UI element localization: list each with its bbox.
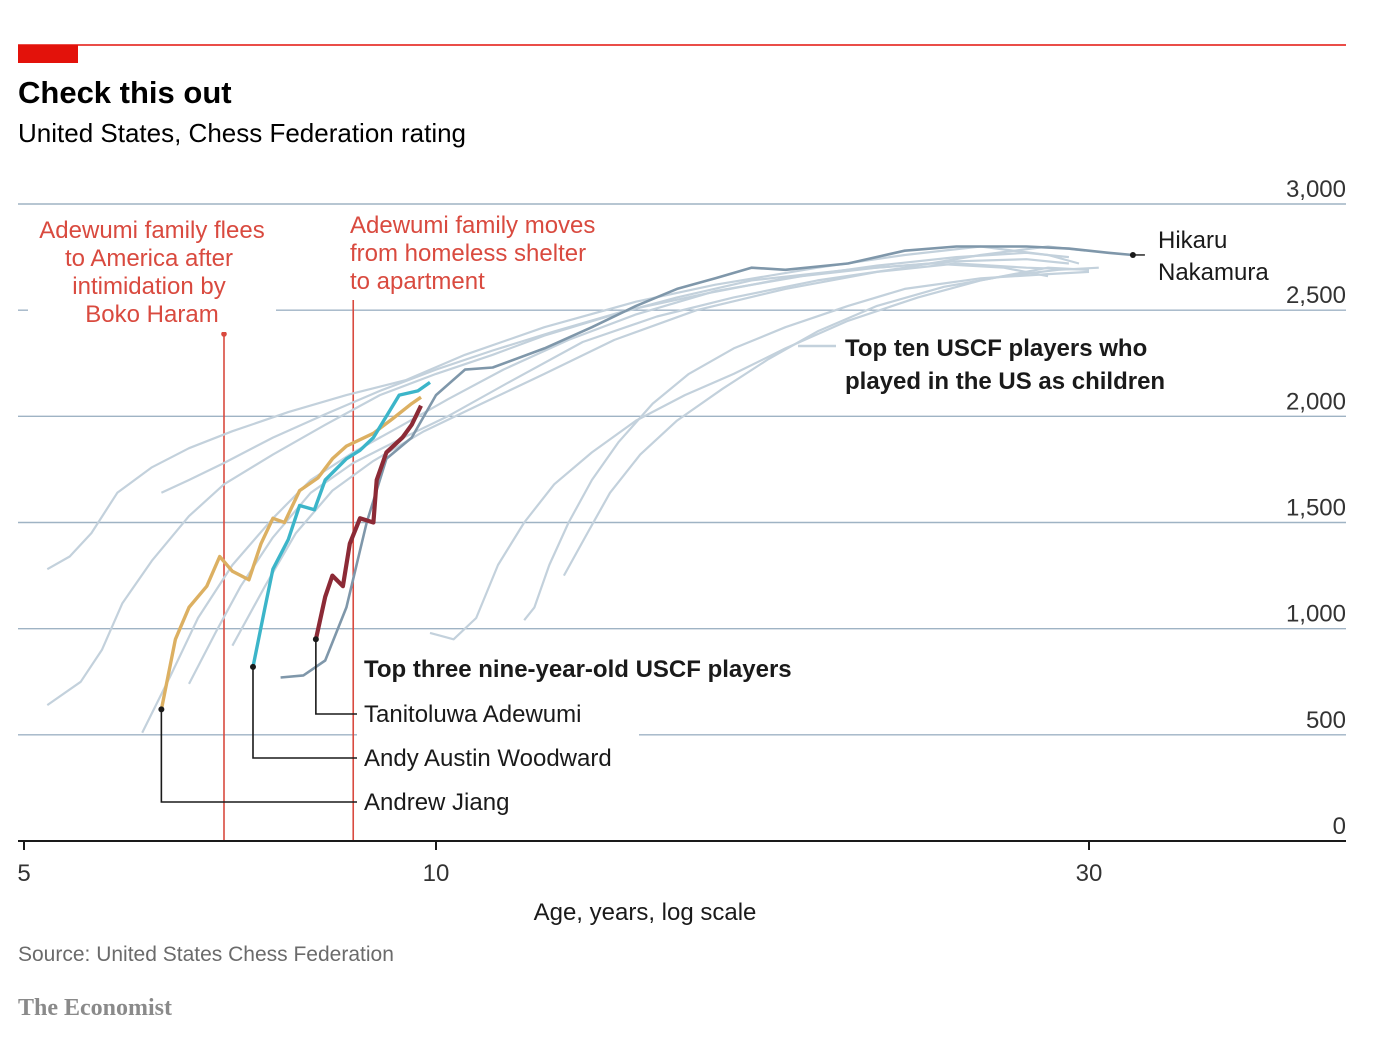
legend-others-line-1: Top ten USCF players who: [845, 335, 1147, 362]
y-tick-label-1500: 1,500: [1286, 495, 1346, 522]
annotation-flees-line-1: Adewumi family flees: [39, 217, 264, 244]
chart-subtitle: United States, Chess Federation rating: [18, 118, 466, 148]
y-tick-label-0: 0: [1333, 813, 1346, 840]
annotation-flees-line-4: Boko Haram: [85, 301, 218, 328]
annotation-flees-line-3: intimidation by: [72, 273, 225, 300]
chart-title: Check this out: [18, 75, 232, 110]
x-tick-label-10: 10: [423, 860, 450, 887]
y-tick-label-500: 500: [1306, 707, 1346, 734]
series-line-other-player-4: [188, 245, 1086, 685]
label-nakamura: Hikaru Nakamura: [1158, 227, 1269, 286]
header-accent-tag: [18, 45, 78, 63]
x-axis-title: Age, years, log scale: [534, 899, 757, 926]
other-player-lines: [46, 245, 1099, 734]
annotation-moves: Adewumi family moves from homeless shelt…: [344, 205, 616, 300]
annotation-moves-line-3: to apartment: [350, 268, 485, 295]
series-label-tanitoluwa-adewumi: Tanitoluwa Adewumi: [364, 701, 581, 728]
legend-others: Top ten USCF players who played in the U…: [798, 327, 1168, 402]
annotation-flees: Adewumi family flees to America after in…: [28, 210, 276, 332]
series-line-other-player-7: [523, 270, 1090, 621]
y-tick-label-1000: 1,000: [1286, 601, 1346, 628]
start-marker-andrew-jiang: [158, 706, 165, 713]
y-tick-label-2000: 2,000: [1286, 388, 1346, 415]
legend-others-line-2: played in the US as children: [845, 368, 1165, 395]
series-line-tanitoluwa-adewumi: [313, 404, 423, 640]
start-marker-tanitoluwa-adewumi: [312, 636, 319, 643]
series-label-andrew-jiang: Andrew Jiang: [364, 789, 509, 816]
event-marker-1: [221, 331, 227, 337]
series-label-andy-austin-woodward: Andy Austin Woodward: [364, 745, 612, 772]
series-leader-lines: Tanitoluwa Adewumi Andy Austin Woodward An…: [158, 636, 612, 816]
series-line-other-player-5: [231, 262, 1090, 647]
x-tick-label-30: 30: [1076, 860, 1103, 887]
series-line-other-player-6: [429, 266, 1090, 641]
label-nakamura-line-2: Nakamura: [1158, 259, 1269, 286]
annotation-flees-bg: [28, 210, 276, 332]
series-line-other-player-9: [160, 251, 1070, 494]
series-line-other-player-8: [562, 266, 1099, 577]
y-axis-tick-labels: 0 500 1,000 1,500 2,000 2,500 3,000: [1286, 176, 1346, 840]
annotation-moves-bg: [344, 205, 616, 300]
series-line-other-player-3: [141, 258, 1070, 734]
nakamura-end-marker: [1129, 251, 1136, 258]
legend-top-three: Top three nine-year-old USCF players Tan…: [158, 636, 792, 835]
leader-line-tanitoluwa-adewumi: [315, 639, 357, 715]
leader-line-andrew-jiang: [160, 709, 357, 803]
label-nakamura-line-1: Hikaru: [1158, 227, 1227, 254]
y-tick-label-3000: 3,000: [1286, 176, 1346, 203]
legend-top-three-bg: [357, 645, 639, 835]
series-line-hikaru-nakamura: [280, 245, 1134, 679]
annotation-moves-line-1: Adewumi family moves: [350, 212, 595, 239]
x-axis: 5 10 30: [17, 840, 1346, 887]
x-tick-label-5: 5: [17, 860, 30, 887]
series-line-andy-austin-woodward: [251, 381, 431, 668]
legend-others-bg: [838, 327, 1168, 402]
highlighted-player-lines: [159, 245, 1145, 710]
annotation-flees-line-2: to America after: [65, 245, 233, 272]
legend-top-three-heading: Top three nine-year-old USCF players: [364, 656, 792, 683]
source-note: Source: United States Chess Federation: [18, 943, 394, 966]
start-marker-andy-austin-woodward: [249, 663, 256, 670]
y-tick-label-2500: 2,500: [1286, 282, 1346, 309]
annotation-moves-line-2: from homeless shelter: [350, 240, 586, 267]
leader-line-andy-austin-woodward: [252, 666, 357, 759]
economist-logo: The Economist: [18, 995, 172, 1021]
